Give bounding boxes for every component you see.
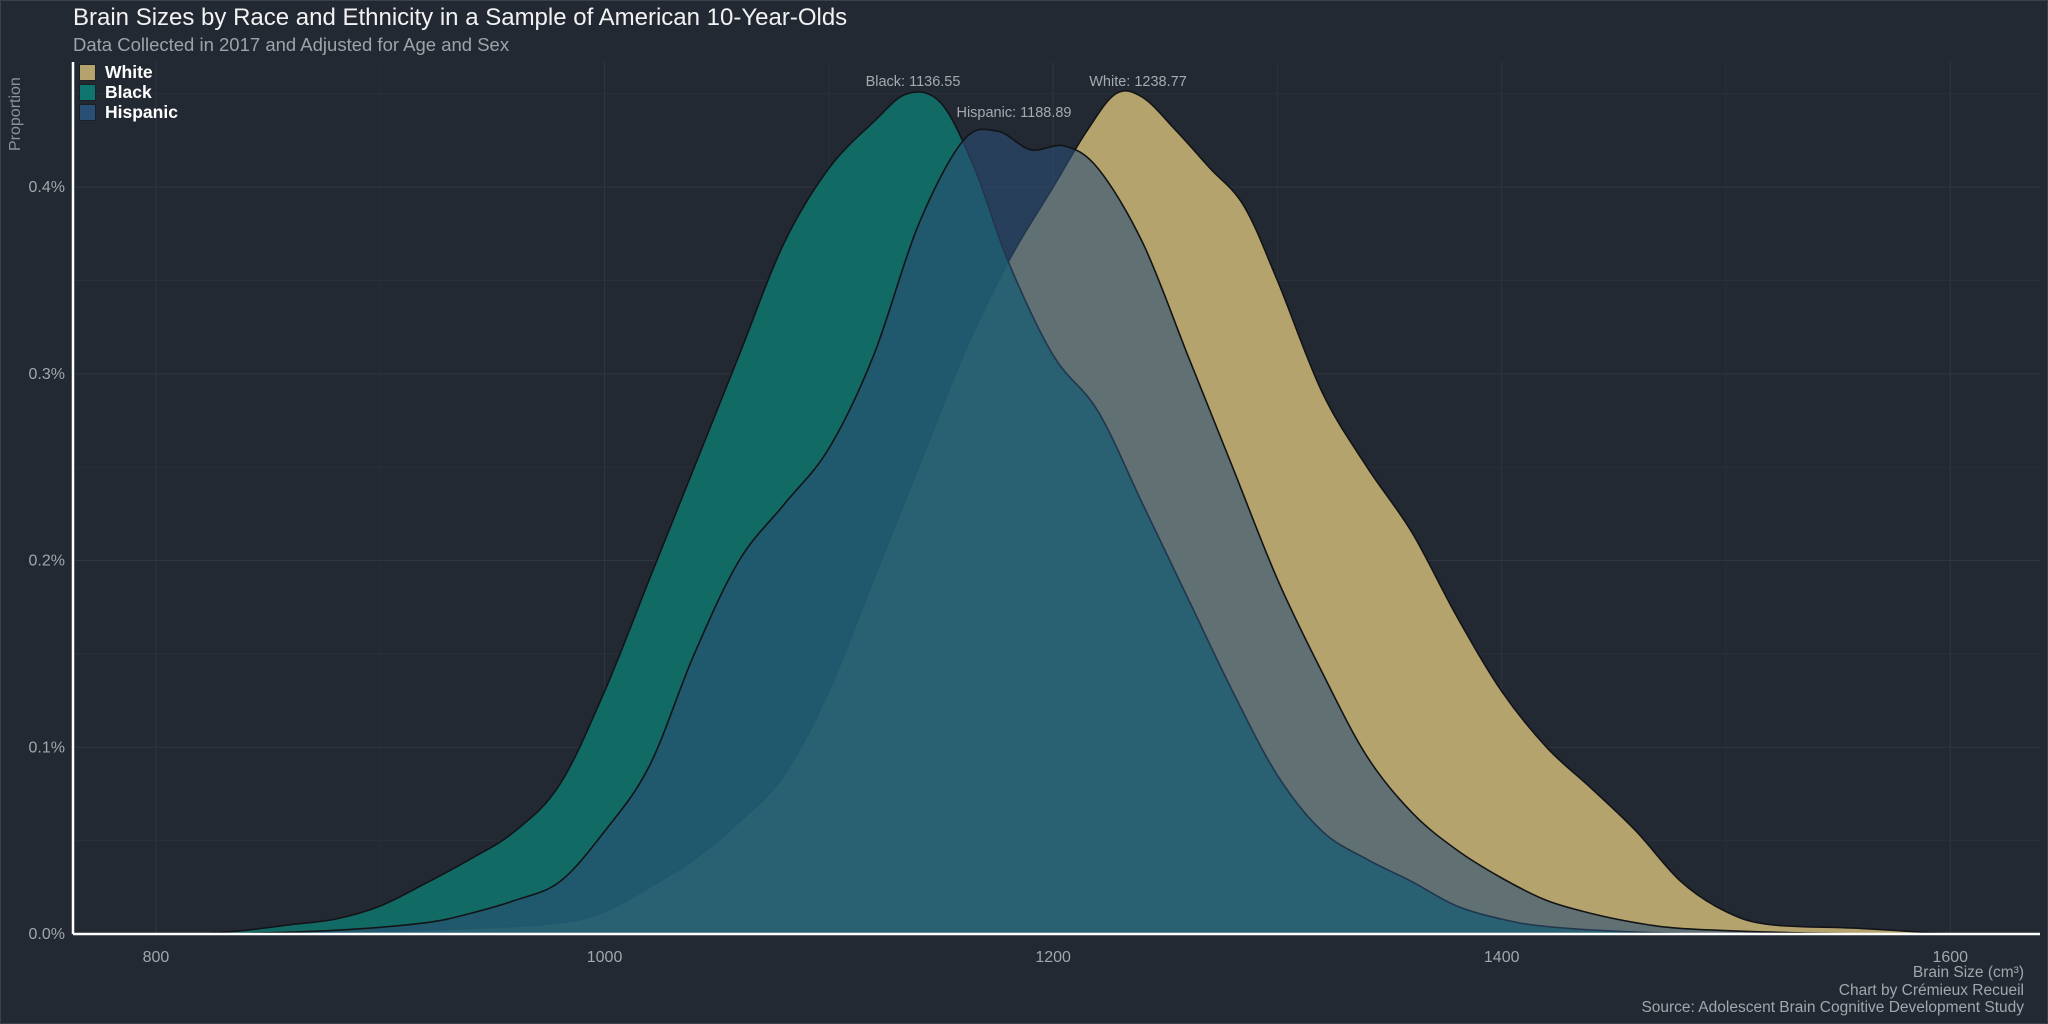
- x-tick-label: 1600: [1932, 949, 1968, 966]
- axes: [71, 62, 2040, 936]
- x-tick-label: 1400: [1484, 949, 1520, 966]
- chart-subtitle: Data Collected in 2017 and Adjusted for …: [73, 34, 510, 55]
- legend-item-black: Black: [79, 82, 178, 102]
- legend-label-white: White: [105, 61, 153, 82]
- annotation-black: Black: 1136.55: [866, 74, 961, 90]
- y-tick-label: 0.0%: [29, 926, 65, 943]
- tick-labels: 800 1000 1200 1400 1600 0.0% 0.1% 0.2% 0.3% 0.4%: [29, 179, 1969, 966]
- legend-swatch-hispanic: [79, 103, 96, 121]
- legend-item-white: White: [79, 62, 178, 82]
- density-outline-hispanic: [223, 128, 1861, 935]
- legend-swatch-white: [79, 63, 96, 81]
- x-tick-label: 800: [143, 949, 170, 966]
- legend-item-hispanic: Hispanic: [79, 102, 178, 122]
- annotation-hispanic: Hispanic: 1188.89: [956, 105, 1071, 121]
- density-area-hispanic: [223, 129, 1861, 934]
- mean-annotations: White: 1238.77 Black: 1136.55 Hispanic: 11…: [866, 74, 1187, 121]
- y-tick-label: 0.3%: [29, 366, 65, 383]
- legend-label-hispanic: Hispanic: [105, 101, 178, 122]
- legend: White Black Hispanic: [79, 62, 178, 122]
- y-tick-label: 0.4%: [29, 179, 65, 196]
- legend-label-black: Black: [105, 81, 152, 102]
- chart-credit: Chart by Crémieux Recueil: [1838, 982, 2024, 999]
- y-tick-label: 0.1%: [29, 739, 65, 756]
- x-tick-label: 1000: [587, 949, 623, 966]
- annotation-white: White: 1238.77: [1089, 74, 1187, 90]
- y-tick-label: 0.2%: [29, 553, 65, 570]
- x-axis-label: Brain Size (cm³): [1912, 964, 2024, 981]
- density-areas: [200, 90, 1951, 935]
- legend-swatch-black: [79, 83, 96, 101]
- chart-source: Source: Adolescent Brain Cognitive Devel…: [1641, 999, 2024, 1016]
- chart-title: Brain Sizes by Race and Ethnicity in a S…: [73, 4, 848, 31]
- x-tick-label: 1200: [1035, 949, 1071, 966]
